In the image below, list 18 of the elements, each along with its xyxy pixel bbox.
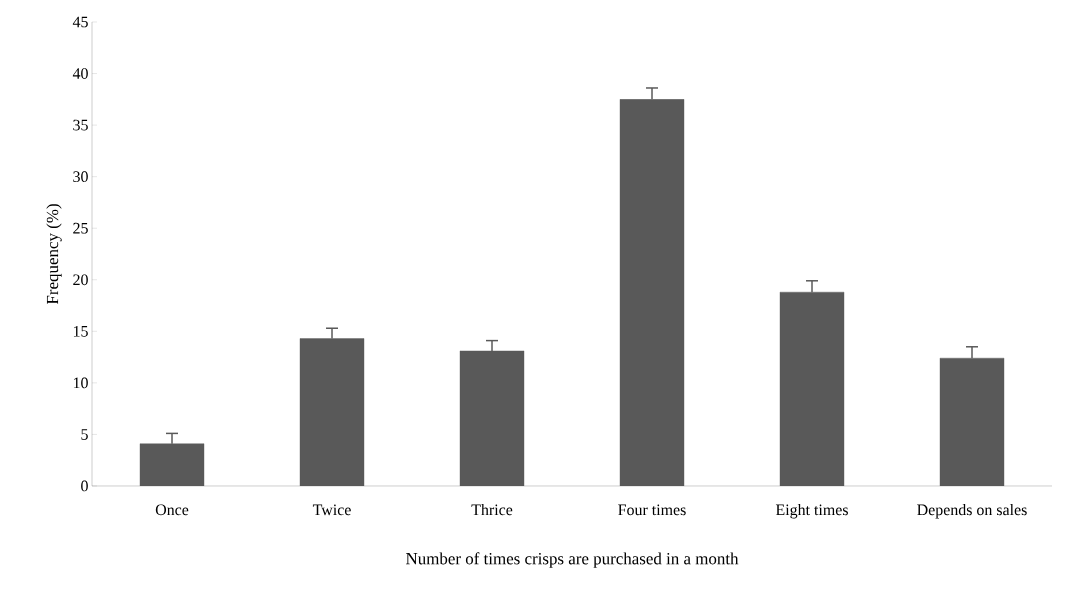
y-tick-label: 15 (73, 325, 88, 337)
x-axis-title: Number of times crisps are purchased in a month (406, 552, 739, 568)
x-tick-label: Eight times (775, 504, 848, 519)
y-tick-label: 0 (81, 480, 88, 492)
y-tick-label: 10 (73, 377, 88, 389)
y-tick-label: 40 (72, 68, 88, 79)
y-tick-label: 35 (73, 119, 88, 131)
x-tick-label: Once (155, 504, 189, 516)
y-tick-label: 45 (72, 16, 88, 28)
y-tick-label: 30 (73, 171, 88, 183)
x-tick-label: Four times (618, 504, 686, 516)
x-tick-label: Twice (312, 504, 351, 516)
y-tick-label: 5 (81, 429, 88, 440)
y-tick-label: 20 (73, 274, 88, 286)
y-tick-label: 25 (73, 222, 88, 234)
y-axis-title: Frequency (%) (46, 204, 62, 305)
x-tick-label: Thrice (471, 504, 513, 516)
x-tick-label: Depends on sales (917, 504, 1027, 519)
